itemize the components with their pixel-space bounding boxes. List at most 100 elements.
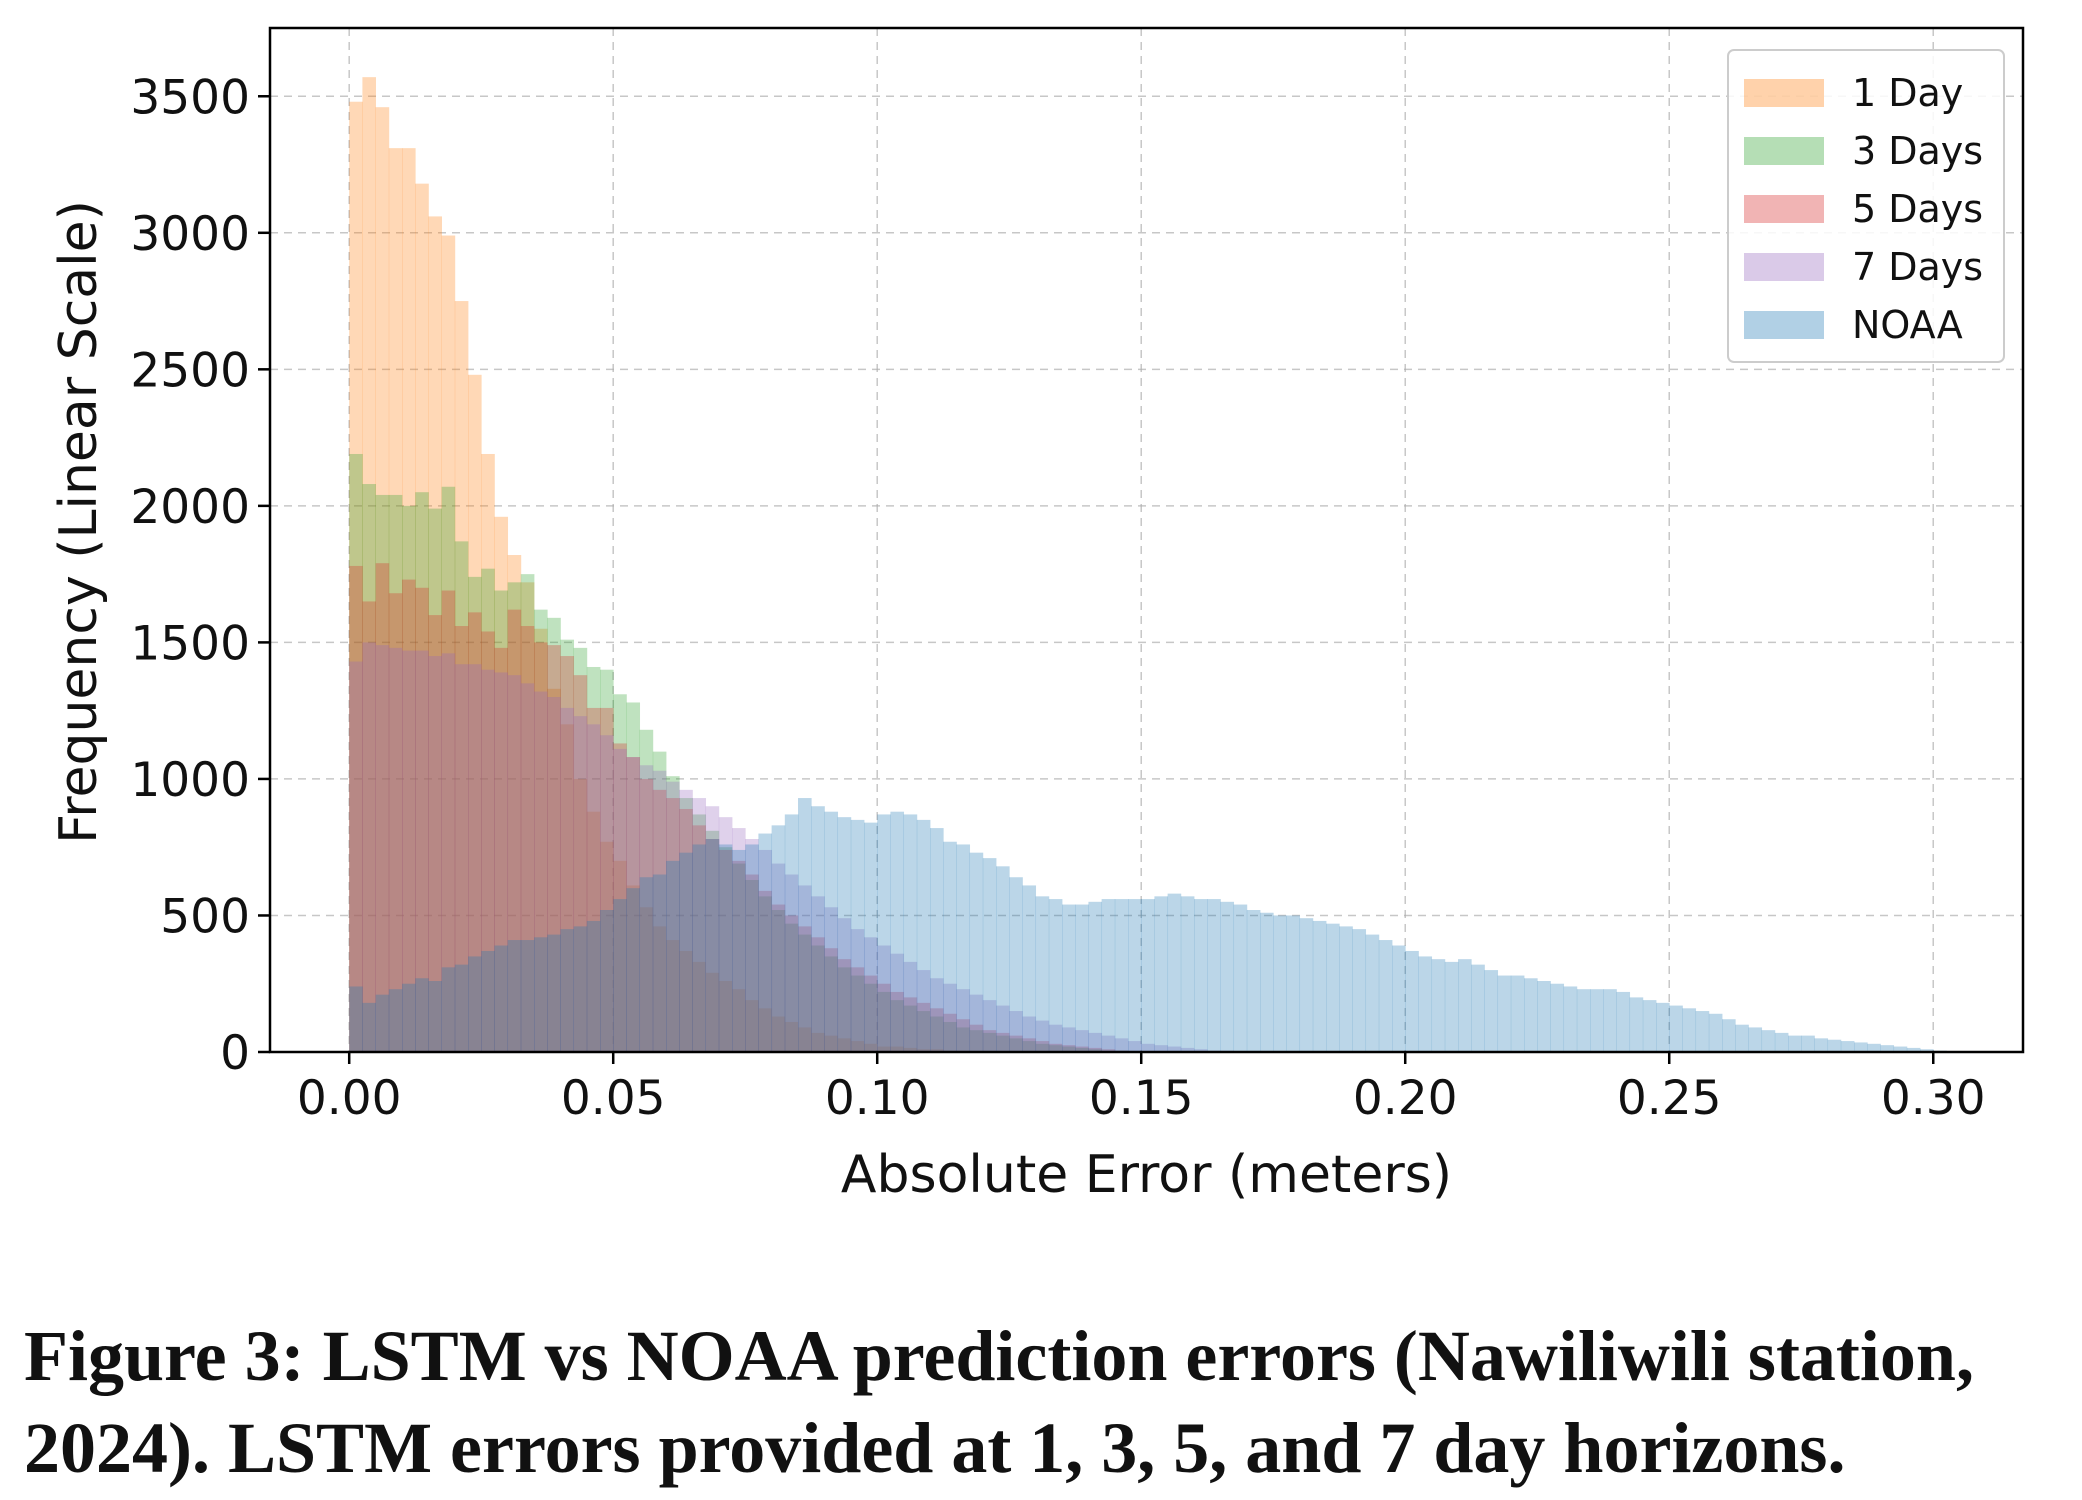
histogram-bar: [692, 961, 707, 1052]
histogram-bar: [1920, 1049, 1934, 1052]
histogram-bar: [349, 661, 363, 1052]
histogram-bar: [996, 1035, 1010, 1052]
y-tick-label: 1000: [130, 753, 250, 808]
histogram-bar: [494, 516, 509, 1052]
histogram-bar: [903, 1047, 918, 1052]
histogram-bar: [388, 148, 403, 1052]
series-5-days: [349, 563, 1129, 1052]
histogram-bar: [982, 858, 997, 1052]
histogram-bar: [375, 494, 390, 1053]
histogram-bar: [930, 1008, 944, 1052]
histogram-bar: [454, 626, 469, 1052]
histogram-bar: [1246, 910, 1261, 1052]
histogram-bar: [534, 691, 548, 1052]
histogram-bar: [1022, 885, 1037, 1052]
histogram-bar: [1576, 989, 1591, 1052]
histogram-bar: [1537, 981, 1551, 1052]
histogram-bar: [850, 967, 865, 1052]
histogram-bar: [1009, 1035, 1023, 1052]
x-axis-title: Absolute Error (meters): [841, 1145, 1452, 1205]
histogram-bar: [1101, 899, 1116, 1052]
histogram-bar: [1893, 1046, 1908, 1052]
histogram-bar: [560, 707, 575, 1052]
histogram-bar: [1180, 1047, 1195, 1052]
histogram-bar: [388, 494, 403, 1053]
histogram-bar: [362, 601, 377, 1052]
histogram-bar: [507, 582, 522, 1052]
histogram-bar: [811, 1032, 825, 1052]
histogram-bar: [1180, 896, 1195, 1052]
histogram-bar: [956, 844, 971, 1052]
histogram-bar: [547, 934, 561, 1052]
histogram-bar: [1484, 970, 1499, 1052]
histogram-bar: [1207, 899, 1221, 1052]
histogram-bar: [943, 841, 957, 1052]
histogram-bar: [1260, 912, 1274, 1052]
histogram-bar: [837, 1038, 852, 1052]
histogram-bar: [1682, 1008, 1697, 1052]
y-tick-label: 500: [160, 889, 250, 944]
histogram-bar: [1075, 904, 1089, 1052]
histogram-bar: [771, 904, 786, 1052]
y-tick-label: 3000: [130, 207, 250, 262]
x-tick-label: 0.05: [561, 1071, 666, 1126]
histogram-bar: [468, 664, 482, 1052]
histogram-bar: [1326, 923, 1340, 1052]
histogram-bar: [1009, 1011, 1023, 1052]
histogram-bar: [1392, 945, 1406, 1052]
histogram-bar: [784, 874, 799, 1052]
histogram-bar: [784, 814, 799, 1052]
histogram-bar: [666, 781, 680, 1052]
histogram-bar: [666, 798, 680, 1052]
histogram-bar: [415, 650, 429, 1052]
histogram-bar: [1273, 915, 1287, 1052]
histogram-bar: [811, 806, 825, 1052]
histogram-bar: [1022, 1041, 1037, 1052]
chart-container: 0.00 0.05 0.10 0.15 0.20 0.25 0.30 0 500 1000 1500…: [49, 26, 2025, 1205]
histogram-bar: [1788, 1035, 1802, 1052]
histogram-bar: [349, 986, 363, 1052]
histogram-bar: [375, 994, 390, 1052]
histogram-bar: [1048, 899, 1063, 1052]
histogram-bar: [1022, 1038, 1037, 1052]
figure-caption: Figure 3: LSTM vs NOAA prediction errors…: [24, 1310, 2064, 1494]
histogram-bar: [349, 101, 363, 1052]
histogram-bar: [349, 565, 363, 1052]
histogram-bar: [1774, 1032, 1789, 1052]
histogram-bar: [996, 1005, 1010, 1052]
histogram-bar: [507, 940, 522, 1052]
histogram-bar: [943, 1013, 957, 1052]
histogram-bar: [520, 626, 535, 1052]
histogram-bar: [745, 874, 759, 1052]
plot-frame: [268, 26, 2025, 1054]
histogram-bar: [1722, 1019, 1736, 1052]
histogram-bar: [732, 863, 746, 1052]
histogram-bar: [1141, 899, 1155, 1052]
histogram-bar: [1656, 1002, 1670, 1052]
histogram-bar: [824, 811, 839, 1052]
histogram-bar: [573, 647, 588, 1052]
histogram-bar: [375, 563, 390, 1052]
histogram-bar: [481, 669, 495, 1052]
histogram-bar: [771, 1016, 786, 1052]
histogram-bar: [1062, 1027, 1076, 1052]
histogram-bar: [1748, 1027, 1763, 1052]
histogram-bar: [428, 656, 443, 1052]
histogram-bar: [850, 819, 865, 1052]
histogram-bar: [1906, 1047, 1921, 1052]
histogram-bar: [534, 609, 548, 1052]
histogram-bar: [1088, 1049, 1103, 1052]
histogram-bar: [982, 1000, 997, 1052]
histogram-bar: [1761, 1030, 1776, 1052]
histogram-bar: [402, 650, 416, 1052]
histogram-bar: [428, 615, 443, 1052]
histogram-bar: [837, 959, 852, 1052]
histogram-bar: [930, 978, 944, 1052]
histogram-bar: [732, 860, 746, 1052]
histogram-bar: [718, 981, 733, 1052]
legend-item: NOAA: [1744, 303, 1963, 347]
histogram-bar: [1035, 896, 1050, 1052]
histogram-bar: [969, 852, 984, 1052]
x-tick-label: 0.15: [1089, 1071, 1194, 1126]
histogram-bar: [1114, 899, 1129, 1052]
